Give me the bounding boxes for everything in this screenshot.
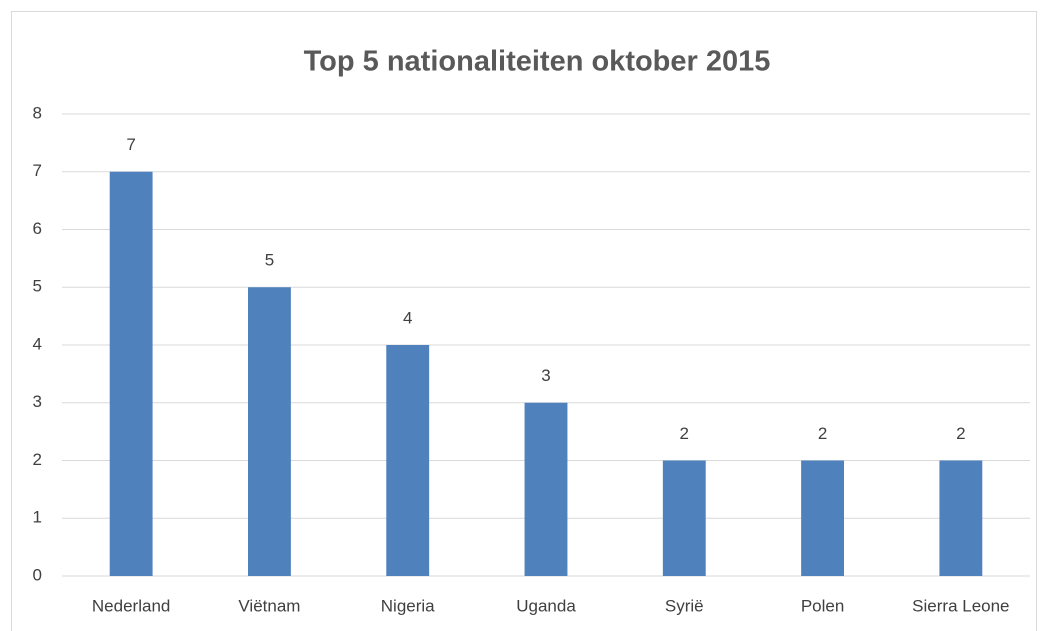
bar <box>662 460 706 576</box>
x-tick-label: Nigeria <box>381 596 435 615</box>
y-tick-label: 7 <box>33 161 42 180</box>
data-label: 7 <box>126 135 135 154</box>
x-tick-label: Polen <box>801 596 844 615</box>
bar <box>939 460 983 576</box>
x-tick-label: Syrië <box>665 596 704 615</box>
y-tick-label: 1 <box>33 508 42 527</box>
data-label: 4 <box>403 308 412 327</box>
chart-border <box>11 11 1037 631</box>
y-tick-label: 3 <box>33 392 42 411</box>
x-tick-label: Nederland <box>92 596 170 615</box>
x-tick-label: Viëtnam <box>238 596 300 615</box>
y-tick-label: 5 <box>33 277 42 296</box>
y-tick-label: 6 <box>33 219 42 238</box>
bar <box>386 345 430 576</box>
chart-title: Top 5 nationaliteiten oktober 2015 <box>304 46 771 78</box>
data-label: 3 <box>541 366 550 385</box>
bar <box>109 171 153 576</box>
x-tick-label: Sierra Leone <box>912 596 1009 615</box>
bar <box>801 460 845 576</box>
bar <box>524 402 568 576</box>
data-label: 2 <box>680 424 689 443</box>
data-label: 5 <box>265 251 274 270</box>
y-tick-label: 0 <box>33 565 42 584</box>
data-label: 2 <box>956 424 965 443</box>
y-tick-label: 4 <box>33 334 42 353</box>
y-tick-label: 2 <box>33 450 42 469</box>
y-tick-label: 8 <box>33 103 42 122</box>
bar <box>247 287 291 576</box>
x-tick-label: Uganda <box>516 596 576 615</box>
data-label: 2 <box>818 424 827 443</box>
